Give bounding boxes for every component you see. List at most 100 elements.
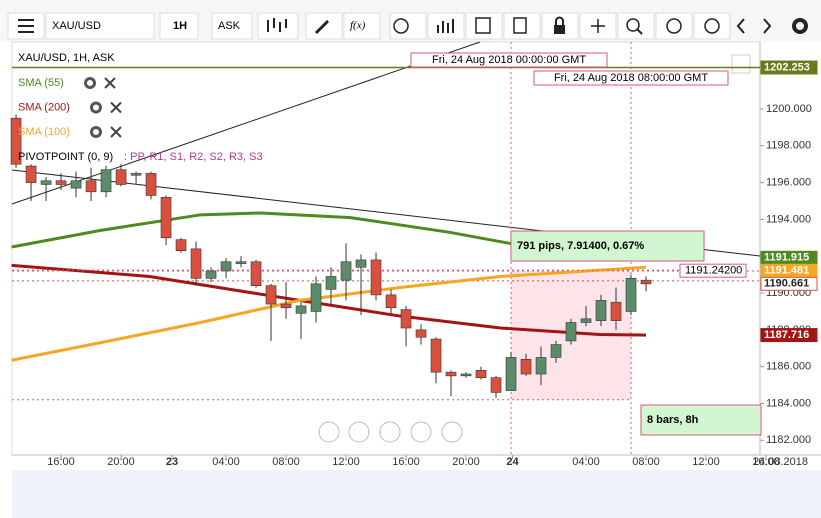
legend-entry: SMA (200) xyxy=(18,101,70,113)
candle-body xyxy=(25,165,37,183)
toolbar: XAU/USD 1H ASK f(x) xyxy=(0,0,821,42)
candle-body xyxy=(355,259,367,268)
candle-body xyxy=(400,309,412,329)
candle-body xyxy=(595,300,607,321)
time-box xyxy=(533,70,729,86)
candle-body xyxy=(100,169,112,193)
pips-box xyxy=(510,230,705,262)
x-tick-label: 20:00 xyxy=(107,456,135,468)
navigator xyxy=(12,470,821,518)
candle-body xyxy=(70,180,82,189)
candle-body xyxy=(550,344,562,358)
zoom-button[interactable] xyxy=(617,12,655,40)
x-tick-label: 23 xyxy=(166,456,178,468)
candle-body xyxy=(535,357,547,375)
candle-body xyxy=(190,248,202,279)
y-tick-label: 1186.000 xyxy=(766,361,811,373)
symbol-select[interactable]: XAU/USD xyxy=(45,12,155,40)
x-tick-label: 04:00 xyxy=(572,456,600,468)
end-date: 24.08.2018 xyxy=(753,456,808,468)
chart-title: XAU/USD, 1H, ASK xyxy=(18,52,115,64)
candle-body xyxy=(640,279,652,285)
candle-body xyxy=(460,373,472,377)
candle-body xyxy=(85,180,97,193)
period: 1H xyxy=(173,20,187,32)
candle-body xyxy=(40,180,52,185)
maximize-button[interactable] xyxy=(731,54,751,74)
zoom-out[interactable] xyxy=(348,421,370,443)
settings-button[interactable] xyxy=(792,18,808,34)
candle-body xyxy=(145,173,157,196)
candle-body xyxy=(430,338,442,373)
period-select[interactable]: 1H xyxy=(159,12,199,40)
x-tick-label: 16:00 xyxy=(752,456,780,468)
news-button[interactable] xyxy=(503,12,541,40)
scroll-right[interactable] xyxy=(441,421,463,443)
candle-body xyxy=(235,261,247,264)
nav-buttons xyxy=(318,421,463,443)
price-label-box xyxy=(760,328,818,343)
candle-body xyxy=(160,197,172,239)
settings-icon[interactable] xyxy=(90,126,102,138)
chart-type-button[interactable] xyxy=(257,12,299,40)
reset[interactable] xyxy=(379,421,401,443)
indicator-button[interactable]: f(x) xyxy=(343,12,381,40)
settings-icon[interactable] xyxy=(84,77,96,89)
sma-line xyxy=(11,211,647,256)
trend-line xyxy=(11,41,481,205)
candle-body xyxy=(370,259,382,296)
legend-entry: SMA (100) xyxy=(18,126,70,138)
x-tick-label: 12:00 xyxy=(332,456,360,468)
candle-body xyxy=(445,371,457,377)
candle-body xyxy=(280,303,292,309)
sma-line xyxy=(11,263,647,337)
price-label-box xyxy=(760,276,818,291)
x-tick-label: 16:00 xyxy=(47,456,75,468)
remove-icon[interactable] xyxy=(110,126,122,138)
draw-button[interactable] xyxy=(305,12,343,40)
lock-button[interactable] xyxy=(541,12,579,40)
back-button[interactable] xyxy=(736,18,745,34)
candle-body xyxy=(265,285,277,305)
y-tick-label: 1184.000 xyxy=(766,397,811,409)
candle-body xyxy=(580,318,592,323)
candle-body xyxy=(505,357,517,391)
menu-button[interactable] xyxy=(7,12,45,40)
candle-body xyxy=(325,276,337,290)
candle-body xyxy=(55,180,67,185)
candle-body xyxy=(250,261,262,286)
candle-body xyxy=(295,305,307,314)
end-time: Fri, 24 Aug 2018 08:00:00 GMT xyxy=(554,72,708,84)
cursor-price: 1191.24200 xyxy=(685,265,742,277)
price-label: 1190.661 xyxy=(764,278,809,290)
calendar-button[interactable] xyxy=(465,12,503,40)
start-time: Fri, 24 Aug 2018 00:00:00 GMT xyxy=(432,54,586,66)
bars-label: 8 bars, 8h xyxy=(647,414,699,426)
candle-body xyxy=(130,173,142,176)
zoom-in[interactable] xyxy=(410,421,432,443)
side-select[interactable]: ASK xyxy=(211,12,253,40)
candle-body xyxy=(475,370,487,379)
upload-button[interactable] xyxy=(655,12,693,40)
y-tick-label: 1196.000 xyxy=(766,177,811,189)
price-label-box xyxy=(760,60,818,75)
x-tick-label: 08:00 xyxy=(272,456,300,468)
download-button[interactable] xyxy=(693,12,731,40)
y-tick-label: 1200.000 xyxy=(766,103,812,115)
settings-icon[interactable] xyxy=(90,101,102,114)
candle-body xyxy=(625,278,637,312)
candle-body xyxy=(415,329,427,338)
x-tick-label: 20:00 xyxy=(452,456,480,468)
candle-body xyxy=(115,169,127,185)
remove-icon[interactable] xyxy=(104,77,116,89)
volume-button[interactable] xyxy=(427,12,465,40)
bars-box xyxy=(640,404,762,436)
forward-button[interactable] xyxy=(763,18,772,34)
candle-body xyxy=(205,270,217,279)
symbol: XAU/USD xyxy=(52,20,101,32)
crosshair-button[interactable] xyxy=(579,12,617,40)
candle-body xyxy=(520,358,532,375)
scroll-left[interactable] xyxy=(318,421,340,443)
info-button[interactable] xyxy=(389,12,427,40)
remove-icon[interactable] xyxy=(110,101,122,114)
